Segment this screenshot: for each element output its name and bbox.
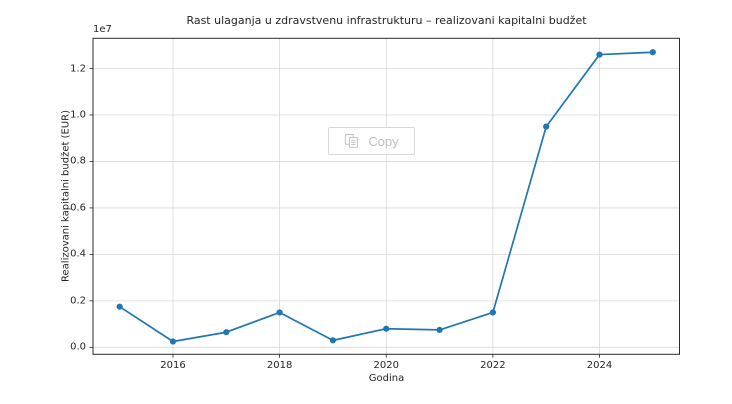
data-point [543,123,550,130]
data-point [223,329,230,336]
x-tick-label: 2022 [480,360,506,371]
x-tick-label: 2016 [160,360,186,371]
y-tick-label: 1.0 [70,109,86,121]
y-tick-label: 1.2 [70,63,86,74]
y-tick-label: 0.2 [70,295,86,307]
data-point [649,49,656,56]
x-tick-label: 2018 [266,360,293,371]
data-point [489,309,496,316]
y-tick-label: 0.8 [70,155,86,167]
data-point [383,325,390,332]
chart-title: Rast ulaganja u zdravstvenu infrastruktu… [186,14,587,27]
x-axis-label: Godina [368,373,405,384]
y-axis-label: Realizovani kapitalni budžet (EUR) [60,110,72,282]
data-point [116,303,123,310]
copy-button[interactable]: Copy [328,127,415,155]
x-tick-label: 2020 [373,360,399,371]
data-point [596,51,603,58]
data-point [329,337,337,344]
data-point [436,326,443,334]
plot-border [92,37,680,355]
data-point [276,309,283,316]
y-tick-label: 0.0 [70,341,86,353]
y-tick-label: 0.6 [70,202,86,214]
copy-icon [344,133,359,149]
x-tick-label: 2024 [586,360,613,371]
y-axis-offset-label: 1e7 [93,24,112,35]
y-tick-label: 0.4 [70,248,86,260]
copy-button-label: Copy [368,133,399,149]
data-point [169,338,177,345]
